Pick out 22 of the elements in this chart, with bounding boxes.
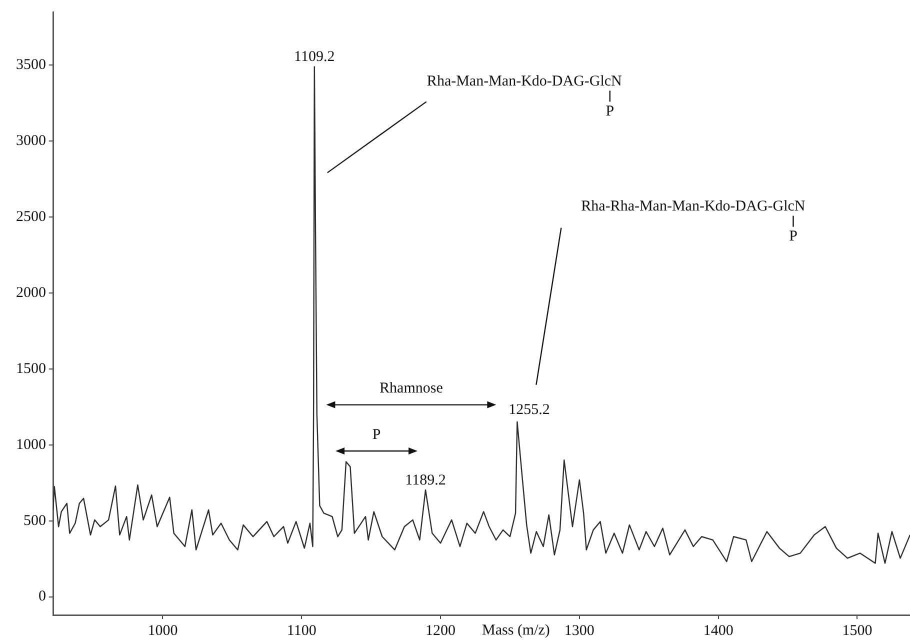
x-tick-label: 1200 (426, 622, 456, 639)
x-axis-title: Mass (m/z) (482, 622, 550, 638)
annotation: 1189.2 (405, 472, 446, 488)
x-tick-label: 1100 (286, 622, 316, 639)
annotation: Rha-Rha-Man-Man-Kdo-DAG-GlcN P (581, 198, 806, 245)
annotation: Rha-Man-Man-Kdo-DAG-GlcN P (426, 74, 622, 120)
y-tick-label: 3500 (16, 57, 46, 74)
x-tick-label: 1000 (148, 622, 178, 639)
x-tick-label: 1400 (703, 622, 734, 639)
annotation: 1255.2 (508, 402, 550, 418)
y-tick-label: 3000 (16, 133, 46, 150)
annotation: P (372, 426, 381, 443)
y-tick-label: 1000 (16, 436, 46, 453)
y-tick-label: 2000 (16, 284, 46, 301)
y-tick-label: 0 (38, 588, 46, 605)
annotation: 1109.2 (294, 49, 335, 66)
x-tick-label: 1300 (564, 622, 594, 639)
y-tick-label: 500 (24, 512, 46, 529)
x-tick-label: 1500 (842, 622, 872, 639)
y-tick-label: 1500 (16, 360, 46, 377)
annotation: Rhamnose (380, 380, 444, 397)
y-tick-label: 2500 (16, 208, 46, 225)
